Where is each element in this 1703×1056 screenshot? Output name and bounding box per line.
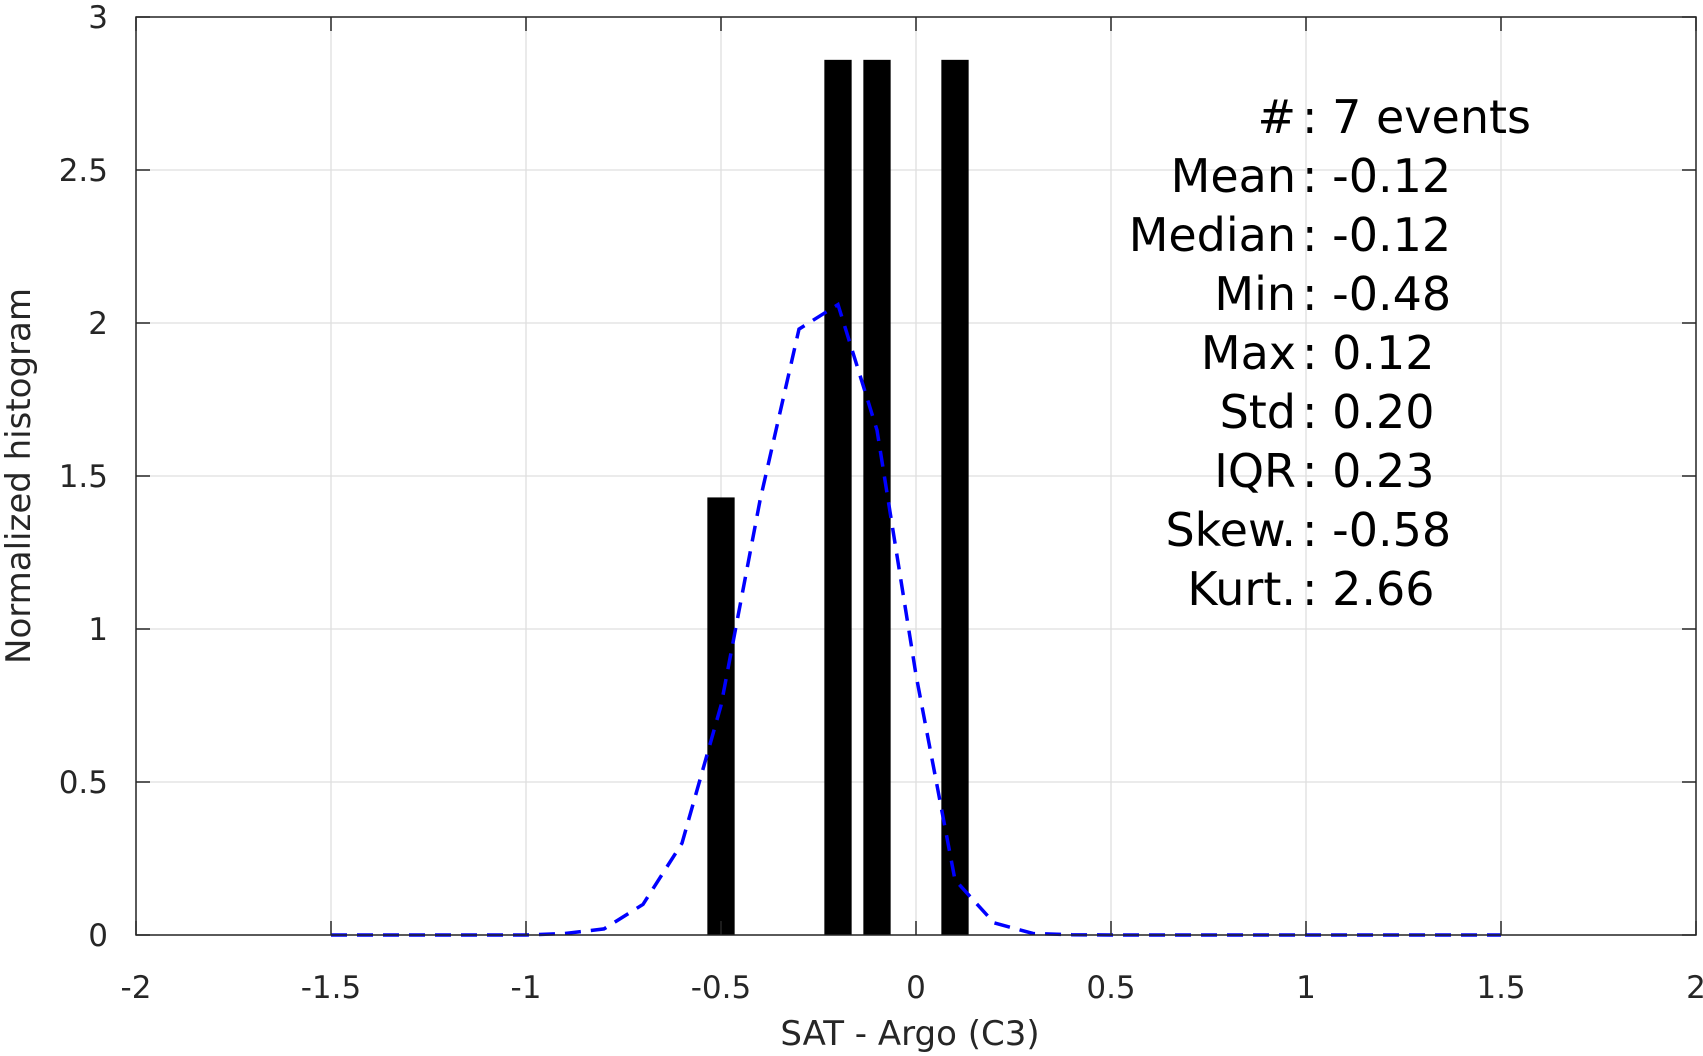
stat-value: : -0.12 — [1302, 149, 1451, 203]
x-tick-label: 1.5 — [1476, 970, 1525, 1006]
y-tick-label: 0.5 — [59, 765, 108, 801]
stat-label: Min — [1214, 267, 1296, 321]
stat-label: Max — [1201, 326, 1296, 380]
stat-label: Median — [1129, 208, 1296, 262]
y-tick-label: 0 — [88, 918, 108, 954]
stat-label: # — [1257, 90, 1296, 144]
stat-value: : 0.23 — [1302, 444, 1435, 498]
y-tick-labels: 0 0.5 1 1.5 2 2.5 3 — [59, 0, 108, 954]
stat-value: : 0.12 — [1302, 326, 1435, 380]
y-tick-label: 2.5 — [59, 153, 108, 189]
histogram-bar — [824, 59, 852, 935]
y-tick-label: 3 — [88, 0, 108, 36]
histogram-bar — [941, 59, 969, 935]
x-tick-label: 2 — [1686, 970, 1703, 1006]
x-tick-labels: -2 -1.5 -1 -0.5 0 0.5 1 1.5 2 — [121, 970, 1703, 1006]
histogram-bar — [863, 59, 891, 935]
x-tick-label: -0.5 — [691, 970, 752, 1006]
stat-value: : 0.20 — [1302, 385, 1435, 439]
x-tick-label: -2 — [121, 970, 152, 1006]
x-tick-label: 0.5 — [1086, 970, 1135, 1006]
stat-label: Kurt. — [1187, 562, 1296, 616]
histogram-bars — [707, 59, 969, 935]
stat-value: : 2.66 — [1302, 562, 1435, 616]
x-tick-label: -1.5 — [301, 970, 362, 1006]
x-tick-label: 0 — [906, 970, 926, 1006]
x-tick-label: 1 — [1296, 970, 1316, 1006]
x-tick-label: -1 — [511, 970, 542, 1006]
x-axis-label: SAT - Argo (C3) — [780, 1014, 1039, 1054]
stat-label: IQR — [1214, 444, 1296, 498]
stat-value: : 7 events — [1302, 90, 1531, 144]
stat-value: : -0.48 — [1302, 267, 1451, 321]
stat-label: Skew. — [1165, 503, 1296, 557]
axis-ticks — [135, 16, 1697, 936]
y-tick-label: 1.5 — [59, 459, 108, 495]
stat-label: Std — [1220, 385, 1296, 439]
y-axis-label: Normalized histogram — [0, 288, 39, 664]
histogram-bar — [707, 497, 735, 935]
stat-label: Mean — [1171, 149, 1296, 203]
stat-value: : -0.12 — [1302, 208, 1451, 262]
y-tick-label: 1 — [88, 612, 108, 648]
stat-value: : -0.58 — [1302, 503, 1451, 557]
y-tick-label: 2 — [88, 306, 108, 342]
